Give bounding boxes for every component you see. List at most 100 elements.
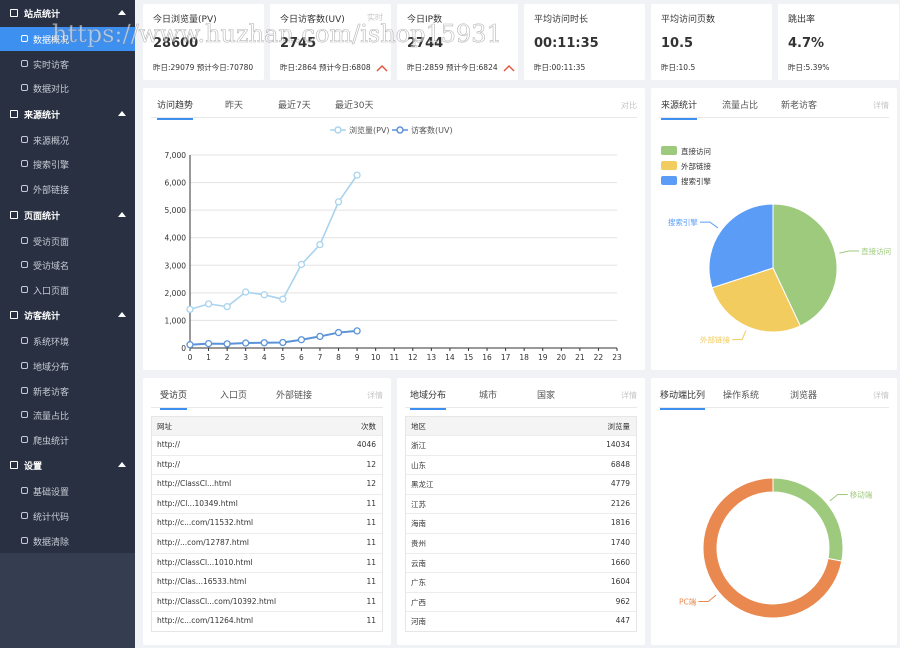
tab[interactable]: 流量占比 (722, 101, 759, 111)
menu-icon (21, 59, 28, 67)
cell: 11 (366, 518, 376, 528)
tab[interactable]: 城市 (479, 391, 498, 401)
menu-item[interactable]: 搜索引擎 (0, 152, 135, 176)
tab-extra[interactable]: 对比 (621, 101, 637, 110)
stat-card: 平均访问时长 00:11:35 昨日:00:11:35 (524, 4, 645, 80)
stat-card: 今日IP数 2744 昨日:2859 预计今日:6824 (397, 4, 518, 80)
menu-item[interactable]: 受访页面 (0, 229, 135, 253)
menu-icon (21, 362, 28, 369)
menu-item[interactable]: 爬虫统计 (0, 428, 135, 452)
stat-value: 2745 (280, 36, 317, 51)
data-point (204, 300, 213, 308)
tab[interactable]: 浏览器 (790, 391, 818, 401)
x-tick-label: 6 (299, 353, 304, 362)
tab-extra[interactable]: 详情 (873, 101, 889, 110)
menu-item[interactable]: 新老访客 (0, 379, 135, 403)
cell: 1740 (610, 537, 630, 547)
menu-item[interactable]: 数据概况 (0, 27, 135, 51)
table-row: http:// 4046 (152, 435, 382, 455)
table-row: http://Cl...10349.html 11 (152, 493, 382, 514)
menu-icon (21, 285, 28, 293)
chart (118, 211, 126, 217)
tab[interactable]: 受访页 (160, 388, 188, 410)
legend-label: 访客数(UV) (411, 125, 453, 135)
cell: http://Cl...10349.html (157, 498, 238, 508)
cell: 447 (615, 616, 630, 626)
menu-item-label: 流量占比 (33, 412, 70, 423)
series-line (189, 329, 358, 346)
stat-sub-row: 昨日:5.39% (788, 62, 829, 73)
cell: 11 (366, 596, 376, 606)
menu-item-label: 实时访客 (33, 60, 70, 71)
tab[interactable]: 地域分布 (410, 388, 447, 410)
tab[interactable]: 国家 (537, 391, 556, 401)
trend-arrow (376, 64, 388, 71)
cell: 广西 (411, 597, 426, 607)
menu-item[interactable]: 地域分布 (0, 354, 135, 378)
legend-marker (334, 126, 342, 134)
tab[interactable]: 外部链接 (276, 391, 313, 401)
chart (118, 312, 126, 318)
tab[interactable]: 昨天 (225, 101, 244, 111)
stat-tag: 实时 (367, 13, 383, 22)
stat-title: 今日浏览量(PV) (153, 15, 217, 25)
menu-item[interactable]: 实时访客 (0, 52, 135, 76)
menu-item[interactable]: 外部链接 (0, 177, 135, 201)
table: 地区 浏览量 浙江 14034 山东 6848 黑龙江 4779 江苏 2126 海南 1816 贵州 1… (405, 416, 637, 632)
tab[interactable]: 移动端比列 (660, 388, 706, 410)
table-row: 海南 1816 (406, 513, 636, 533)
y-tick-label: 4,000 (165, 234, 187, 243)
menu-item[interactable]: 入口页面 (0, 278, 135, 302)
x-tick-label: 16 (482, 353, 492, 362)
menu-item[interactable]: 来源概况 (0, 128, 135, 152)
table-row: http://Clas...16533.html 11 (152, 572, 382, 592)
stat-card: 平均访问页数 10.5 昨日:10.5 (651, 4, 772, 80)
x-tick-label: 17 (501, 353, 511, 362)
tab[interactable]: 最近30天 (335, 101, 374, 111)
menu-group[interactable]: 页面统计 (0, 202, 135, 229)
cell: 1660 (610, 557, 630, 567)
menu-item[interactable]: 系统环境 (0, 329, 135, 353)
stat-title: 今日访客数(UV) (280, 15, 345, 25)
tab-extra[interactable]: 详情 (367, 391, 383, 400)
menu-icon (21, 435, 28, 443)
slice-label: PC端 (679, 597, 697, 607)
menu-group[interactable]: 设置 (0, 452, 135, 479)
tab[interactable]: 最近7天 (278, 101, 311, 111)
tab[interactable]: 访问趋势 (157, 98, 194, 120)
stat-sub: 昨日:10.5 (661, 63, 696, 72)
x-tick-label: 4 (262, 353, 267, 362)
data-point (279, 295, 287, 303)
menu-group[interactable]: 站点统计 (0, 0, 135, 27)
menu-item[interactable]: 基础设置 (0, 479, 135, 503)
cell: 6848 (610, 459, 630, 469)
cell: http://ClassCl...html (157, 479, 232, 489)
stat-sub: 昨日:2859 预计今日:6824 (407, 63, 498, 72)
stat-title: 平均访问时长 (534, 15, 589, 25)
cell: 网址 (157, 422, 172, 431)
menu-icon (10, 109, 18, 118)
menu-group[interactable]: 来源统计 (0, 101, 135, 128)
x-tick-label: 18 (519, 353, 529, 362)
tab[interactable]: 操作系统 (723, 391, 760, 401)
x-tick-label: 23 (612, 353, 622, 362)
tab[interactable]: 入口页 (220, 391, 248, 401)
tab-extra[interactable]: 详情 (621, 391, 637, 400)
menu-item-label: 数据清除 (33, 537, 70, 548)
tab[interactable]: 来源统计 (661, 98, 698, 120)
stat-value: 2744 (407, 36, 444, 51)
menu-item[interactable]: 流量占比 (0, 403, 135, 427)
table-row: 云南 1660 (406, 552, 636, 573)
menu-item[interactable]: 数据对比 (0, 76, 135, 100)
tab-extra[interactable]: 详情 (873, 391, 889, 400)
tab[interactable]: 新老访客 (781, 101, 818, 111)
menu: 站点统计 数据概况实时访客数据对比 来源统计 来源概况 搜索引擎 外部链接 页面统计 受访页面… (0, 0, 135, 553)
x-tick-label: 10 (371, 353, 381, 362)
menu-item[interactable]: 受访域名 (0, 253, 135, 277)
menu-item[interactable]: 统计代码 (0, 504, 135, 528)
menu-item[interactable]: 数据清除 (0, 529, 135, 553)
menu-group[interactable]: 访客统计 (0, 302, 135, 329)
slice-label: 直接访问 (861, 246, 891, 256)
